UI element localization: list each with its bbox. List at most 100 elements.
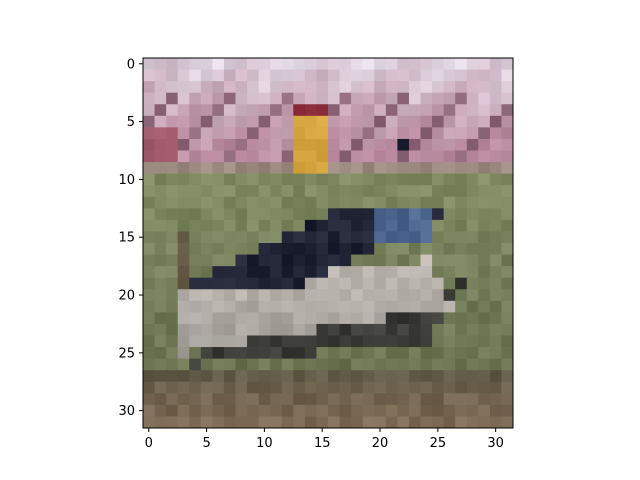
image-pixel xyxy=(328,127,340,140)
image-pixel xyxy=(501,115,514,128)
image-pixel xyxy=(223,150,236,163)
image-pixel xyxy=(408,81,421,94)
image-pixel xyxy=(443,104,456,117)
image-pixel xyxy=(223,196,236,209)
image-pixel xyxy=(432,381,445,394)
image-pixel xyxy=(270,381,283,394)
image-pixel xyxy=(177,254,190,267)
image-pixel xyxy=(223,231,236,244)
image-pixel xyxy=(316,231,329,244)
image-pixel xyxy=(443,335,456,348)
image-pixel xyxy=(316,404,329,417)
image-pixel xyxy=(212,393,225,406)
image-pixel xyxy=(281,150,294,163)
image-pixel xyxy=(304,219,317,232)
image-pixel xyxy=(385,162,398,175)
image-pixel xyxy=(351,219,364,232)
image-pixel xyxy=(362,393,375,406)
image-pixel xyxy=(177,370,190,383)
image-pixel xyxy=(339,266,352,279)
image-pixel xyxy=(489,358,502,371)
y-tick-label: 5 xyxy=(127,115,135,130)
image-pixel xyxy=(143,335,155,348)
image-pixel xyxy=(501,243,514,255)
image-pixel xyxy=(258,127,271,140)
image-pixel xyxy=(374,289,387,302)
image-pixel xyxy=(293,69,306,82)
image-pixel xyxy=(212,162,225,175)
image-pixel xyxy=(154,370,167,383)
image-pixel xyxy=(489,323,502,336)
image-pixel xyxy=(258,347,271,360)
image-pixel xyxy=(154,127,167,140)
image-pixel xyxy=(189,115,202,128)
image-pixel xyxy=(455,150,468,163)
image-pixel xyxy=(304,243,317,255)
image-pixel xyxy=(316,104,329,117)
image-pixel xyxy=(235,266,248,279)
image-pixel xyxy=(374,69,387,82)
image-pixel xyxy=(351,358,364,371)
image-pixel xyxy=(339,381,352,394)
image-pixel xyxy=(351,58,364,70)
image-pixel xyxy=(304,115,317,128)
image-pixel xyxy=(177,138,190,151)
image-pixel xyxy=(304,323,317,336)
image-pixel xyxy=(235,300,248,313)
image-pixel xyxy=(443,127,456,140)
image-pixel xyxy=(408,254,421,267)
image-pixel xyxy=(489,416,502,429)
image-pixel xyxy=(304,404,317,417)
image-pixel xyxy=(374,416,387,429)
image-pixel xyxy=(154,254,167,267)
image-pixel xyxy=(408,416,421,429)
image-pixel xyxy=(443,254,456,267)
image-pixel xyxy=(466,162,479,175)
image-pixel xyxy=(143,300,155,313)
image-pixel xyxy=(189,370,202,383)
image-pixel xyxy=(478,138,491,151)
image-pixel xyxy=(443,370,456,383)
image-pixel xyxy=(455,347,468,360)
image-pixel xyxy=(432,370,445,383)
image-pixel xyxy=(304,173,317,186)
image-pixel xyxy=(212,289,225,302)
image-pixel xyxy=(385,92,398,105)
image-pixel xyxy=(455,208,468,221)
image-pixel xyxy=(328,196,340,209)
image-pixel xyxy=(408,277,421,290)
image-pixel xyxy=(189,404,202,417)
image-pixel xyxy=(443,381,456,394)
image-pixel xyxy=(478,289,491,302)
image-pixel xyxy=(455,404,468,417)
image-pixel xyxy=(362,231,375,244)
image-pixel xyxy=(432,266,445,279)
image-pixel xyxy=(143,138,155,151)
image-pixel xyxy=(166,277,179,290)
image-pixel xyxy=(466,138,479,151)
image-pixel xyxy=(432,104,445,117)
image-pixel xyxy=(374,58,387,70)
image-pixel xyxy=(385,58,398,70)
image-pixel xyxy=(328,393,340,406)
image-pixel xyxy=(385,127,398,140)
image-pixel xyxy=(166,115,179,128)
image-pixel xyxy=(281,104,294,117)
image-pixel xyxy=(223,323,236,336)
image-pixel xyxy=(143,393,155,406)
image-pixel xyxy=(328,323,340,336)
image-pixel xyxy=(293,138,306,151)
image-pixel xyxy=(455,58,468,70)
image-pixel xyxy=(478,69,491,82)
image-pixel xyxy=(177,173,190,186)
image-pixel xyxy=(432,92,445,105)
x-axis: 0 5 10 15 20 25 30 xyxy=(145,428,504,451)
x-tick-label: 20 xyxy=(372,436,389,451)
image-pixel xyxy=(270,219,283,232)
image-pixel xyxy=(258,58,271,70)
image-pixel xyxy=(235,347,248,360)
image-pixel xyxy=(374,370,387,383)
image-pixel xyxy=(362,416,375,429)
image-pixel xyxy=(177,277,190,290)
image-pixel xyxy=(200,81,213,94)
